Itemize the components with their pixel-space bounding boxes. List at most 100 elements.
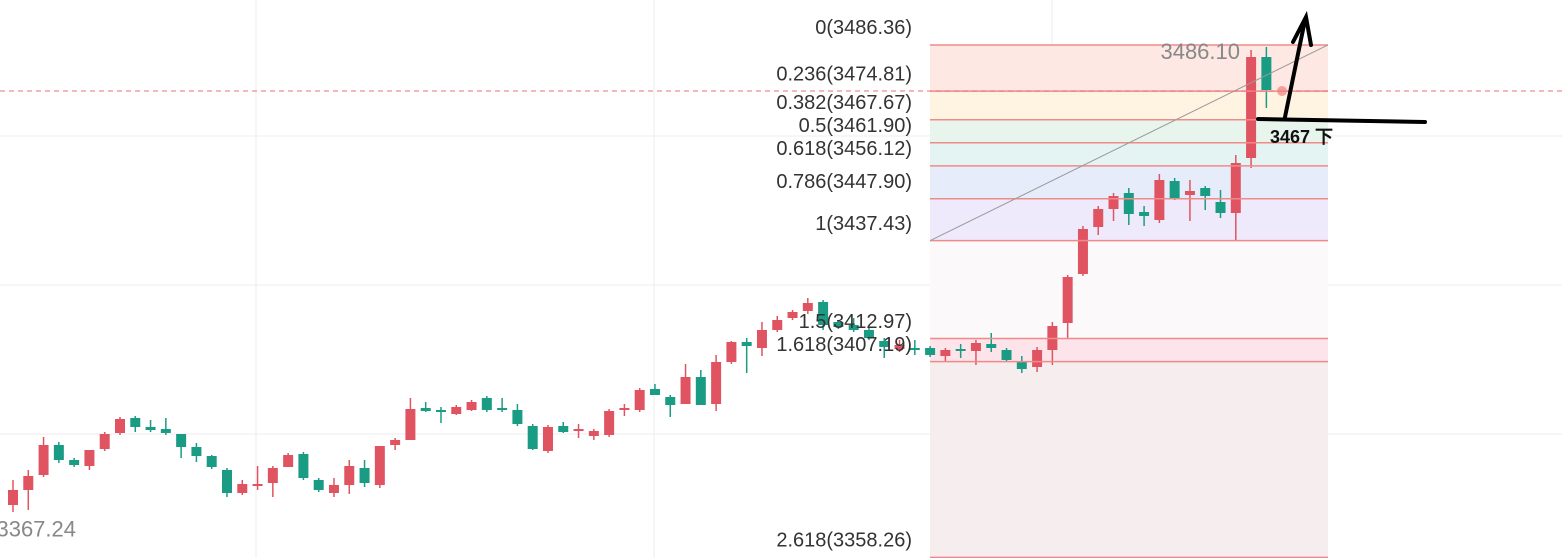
candle-body xyxy=(588,431,599,436)
candle-body xyxy=(420,408,431,411)
candle-body xyxy=(237,484,248,493)
candle-body xyxy=(1169,181,1180,199)
candle-body xyxy=(604,411,615,435)
fib-zone xyxy=(930,240,1328,339)
candle-body xyxy=(772,320,783,330)
candle-body xyxy=(1093,209,1104,227)
fib-zones xyxy=(930,44,1328,558)
candle-body xyxy=(145,427,156,430)
candle-body xyxy=(863,330,874,338)
candle-body xyxy=(1246,57,1257,158)
candle-body xyxy=(84,450,95,466)
candle-body xyxy=(1032,350,1043,367)
candle-body xyxy=(970,343,981,351)
fib-zone xyxy=(930,338,1328,362)
candle-body xyxy=(1200,188,1211,196)
fib-label: 0.5(3461.90) xyxy=(799,115,912,137)
candle-body xyxy=(1123,193,1134,214)
candle-body xyxy=(99,434,110,449)
candle-body xyxy=(894,345,905,349)
candle-body xyxy=(313,480,324,490)
candle-body xyxy=(69,460,80,465)
candle-body xyxy=(527,426,538,449)
candles xyxy=(8,47,1272,512)
fib-zone xyxy=(930,142,1328,166)
candle-body xyxy=(741,342,752,346)
candle-body xyxy=(252,484,263,486)
candle-body xyxy=(206,456,217,467)
candle-body xyxy=(374,446,385,485)
candle-body xyxy=(23,476,34,490)
price-dot xyxy=(1277,86,1287,96)
candle-body xyxy=(573,429,584,431)
candle-body xyxy=(1139,212,1150,216)
candle-body xyxy=(267,468,278,483)
candle-body xyxy=(344,466,355,485)
candle-body xyxy=(191,447,202,456)
trend-line xyxy=(929,44,1329,242)
fib-label: 1.618(3407.19) xyxy=(776,334,912,356)
drawn-line xyxy=(1256,117,1427,124)
fib-label: 0.382(3467.67) xyxy=(776,92,912,114)
candle-body xyxy=(1016,362,1027,369)
candle-body xyxy=(1184,191,1195,195)
fib-label: 2.618(3358.26) xyxy=(776,530,912,552)
candle-body xyxy=(925,348,936,355)
fib-label: 0.618(3456.12) xyxy=(776,138,912,160)
fib-label: 1(3437.43) xyxy=(815,213,912,235)
candle-body xyxy=(756,330,767,348)
candle-body xyxy=(283,455,294,467)
candle-body xyxy=(680,377,691,404)
candle-body xyxy=(451,407,462,414)
candle-body xyxy=(542,427,553,451)
candle-body xyxy=(390,440,401,445)
arrow-head xyxy=(1291,10,1313,47)
candle-body xyxy=(497,408,508,410)
candle-body xyxy=(619,408,630,410)
candle-body xyxy=(130,418,141,427)
overlay: 0(3486.36)0.236(3474.81)0.382(3467.67)0.… xyxy=(0,17,1562,558)
candle-body xyxy=(909,348,920,350)
candle-body xyxy=(38,445,49,475)
candle-body xyxy=(726,342,737,362)
fib-zone xyxy=(930,361,1328,558)
candle-body xyxy=(435,410,446,412)
candle-body xyxy=(8,490,18,505)
candle-body xyxy=(955,349,966,351)
candle-body xyxy=(176,434,187,447)
candle-body xyxy=(160,429,171,433)
candle-body xyxy=(1230,163,1241,213)
candle-body xyxy=(405,409,416,440)
candle-body xyxy=(359,468,370,483)
candle-body xyxy=(466,402,477,410)
high-price-label: 3486.10 xyxy=(1160,39,1240,64)
candle-body xyxy=(649,389,660,395)
candle-body xyxy=(634,390,645,410)
candle-body xyxy=(1001,350,1012,360)
candle-body xyxy=(986,344,997,348)
candle-body xyxy=(1215,202,1226,213)
candle-body xyxy=(1261,57,1272,90)
fib-label: 0.236(3474.81) xyxy=(776,63,912,85)
candle-body xyxy=(1108,196,1119,209)
candle-body xyxy=(665,397,676,405)
candle-body xyxy=(711,362,722,404)
fib-zone xyxy=(930,119,1328,143)
candle-body xyxy=(1077,229,1088,274)
low-price-label: 3367.24 xyxy=(0,516,76,541)
candle-body xyxy=(1154,180,1165,220)
candle-body xyxy=(879,341,890,347)
fib-label: 1.5(3412.97) xyxy=(799,311,912,333)
candle-body xyxy=(1062,277,1073,323)
fib-label: 0.786(3447.90) xyxy=(776,171,912,193)
candle-body xyxy=(53,445,64,460)
fib-zone xyxy=(930,91,1328,120)
candle-body xyxy=(221,470,232,493)
candle-body xyxy=(848,325,859,330)
hand-drawing xyxy=(1256,10,1427,124)
candle-body xyxy=(481,398,492,410)
candle-body xyxy=(787,312,798,318)
fib-label: 0(3486.36) xyxy=(815,17,912,39)
candle-body xyxy=(940,350,951,356)
